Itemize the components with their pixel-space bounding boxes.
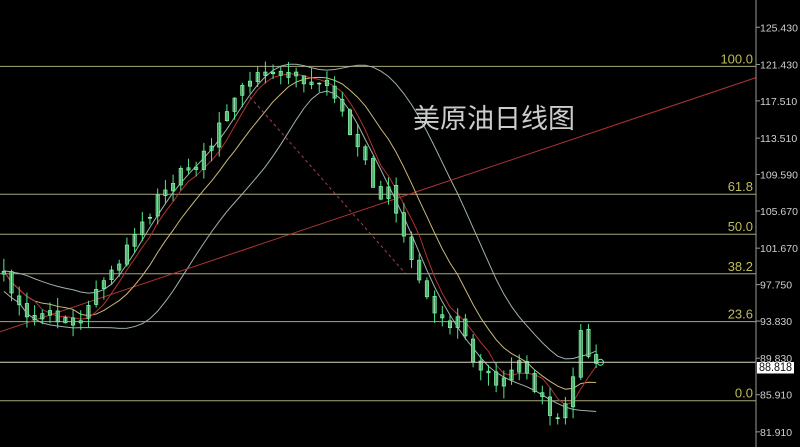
svg-text:23.6: 23.6 (728, 307, 753, 322)
svg-text:81.910: 81.910 (760, 427, 792, 439)
svg-text:109.590: 109.590 (760, 170, 798, 182)
svg-text:117.510: 117.510 (760, 96, 797, 108)
svg-text:121.430: 121.430 (760, 59, 798, 71)
svg-text:125.430: 125.430 (760, 22, 798, 34)
svg-text:100.0: 100.0 (720, 51, 753, 66)
svg-text:38.2: 38.2 (728, 259, 753, 274)
svg-text:97.750: 97.750 (760, 280, 792, 292)
svg-text:93.830: 93.830 (760, 316, 792, 328)
svg-text:85.910: 85.910 (760, 390, 792, 402)
svg-text:88.818: 88.818 (759, 360, 792, 374)
svg-text:113.510: 113.510 (760, 133, 797, 145)
svg-text:0.0: 0.0 (735, 386, 753, 401)
svg-text:美原油日线图: 美原油日线图 (413, 104, 575, 134)
svg-text:50.0: 50.0 (728, 219, 753, 234)
svg-text:105.670: 105.670 (760, 206, 798, 218)
svg-text:101.670: 101.670 (760, 243, 798, 255)
svg-text:61.8: 61.8 (728, 179, 753, 194)
